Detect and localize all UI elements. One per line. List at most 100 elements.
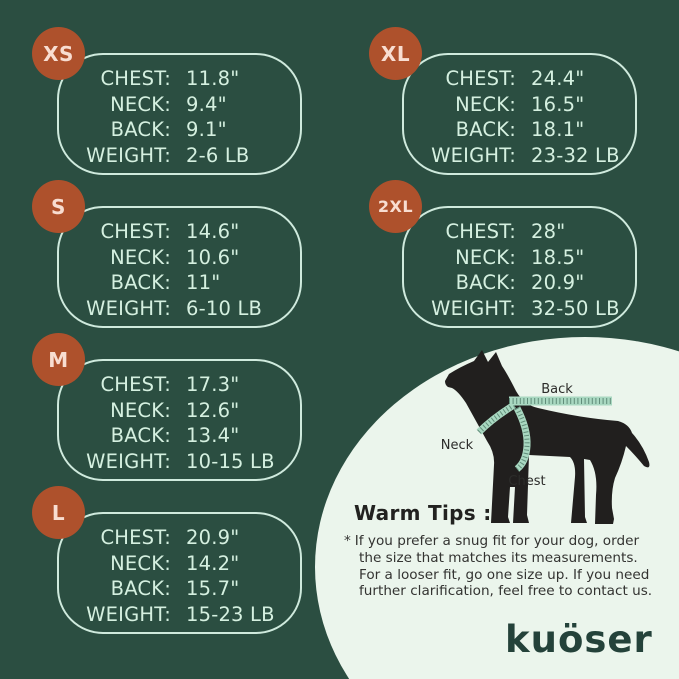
measure-row: WEIGHT: 15-23 LB	[59, 602, 300, 628]
measure-value-chest: 28"	[531, 220, 566, 244]
measure-label-weight: WEIGHT:	[86, 296, 171, 320]
measure-value-chest: 11.8"	[186, 67, 240, 91]
kuoser-brand-logo: kuöser	[505, 618, 653, 661]
measure-row: WEIGHT: 10-15 LB	[59, 449, 300, 475]
measure-label-chest: CHEST:	[445, 67, 516, 91]
measure-value-weight: 23-32 LB	[531, 143, 620, 167]
size-panel-2xl-box: CHEST: 28" NECK: 18.5" BACK: 20.9" WEIGHT: 3…	[402, 206, 637, 328]
tips-line: the size that matches its measurements.	[359, 549, 638, 566]
measure-row: NECK: 18.5"	[404, 245, 635, 271]
back-measure-label: Back	[541, 382, 573, 397]
measure-row: BACK: 11"	[59, 270, 300, 296]
size-panel-xl-box: CHEST: 24.4" NECK: 16.5" BACK: 18.1" WEIGHT…	[402, 53, 637, 175]
measure-value-back: 18.1"	[531, 118, 585, 142]
measure-label-back: BACK:	[455, 271, 516, 295]
measure-value-neck: 12.6"	[186, 398, 240, 422]
size-panel-xl: CHEST: 24.4" NECK: 16.5" BACK: 18.1" WEIGHT…	[369, 27, 637, 175]
measure-row: BACK: 13.4"	[59, 423, 300, 449]
measure-value-chest: 17.3"	[186, 373, 240, 397]
measure-label-back: BACK:	[110, 118, 171, 142]
asterisk: *	[344, 533, 351, 549]
measure-value-neck: 9.4"	[186, 92, 227, 116]
size-panel-m: CHEST: 17.3" NECK: 12.6" BACK: 13.4" WEIGHT…	[32, 333, 302, 481]
measure-row: BACK: 18.1"	[404, 117, 635, 143]
measure-row: CHEST: 17.3"	[59, 372, 300, 398]
warm-tips-body: * If you prefer a snug fit for your dog, …	[344, 533, 664, 600]
size-badge-xl: XL	[369, 27, 422, 80]
size-panel-s-box: CHEST: 14.6" NECK: 10.6" BACK: 11" WEIGHT: 6…	[57, 206, 302, 328]
size-badge-s: S	[32, 180, 85, 233]
measure-value-back: 15.7"	[186, 577, 240, 601]
size-panel-m-box: CHEST: 17.3" NECK: 12.6" BACK: 13.4" WEIGHT…	[57, 359, 302, 481]
size-panel-s: CHEST: 14.6" NECK: 10.6" BACK: 11" WEIGHT: 6…	[32, 180, 302, 328]
size-panel-l: CHEST: 20.9" NECK: 14.2" BACK: 15.7" WEIGHT…	[32, 486, 302, 634]
measure-value-neck: 18.5"	[531, 245, 585, 269]
measure-value-back: 9.1"	[186, 118, 227, 142]
tips-line: further clarification, feel free to cont…	[359, 583, 653, 600]
size-badge-m: M	[32, 333, 85, 386]
measure-value-weight: 2-6 LB	[186, 143, 250, 167]
measure-label-chest: CHEST:	[100, 373, 171, 397]
measure-value-weight: 6-10 LB	[186, 296, 263, 320]
measuring-tape-neck-ticks	[477, 402, 516, 434]
chest-measure-label: Chest	[508, 474, 545, 489]
measure-row: WEIGHT: 23-32 LB	[404, 143, 635, 169]
measure-value-weight: 15-23 LB	[186, 602, 275, 626]
measure-label-back: BACK:	[110, 424, 171, 448]
measure-row: CHEST: 24.4"	[404, 66, 635, 92]
dog-silhouette	[445, 350, 650, 524]
measure-value-neck: 14.2"	[186, 551, 240, 575]
measure-label-back: BACK:	[455, 118, 516, 142]
size-panel-xs: CHEST: 11.8" NECK: 9.4" BACK: 9.1" WEIGHT: 2…	[32, 27, 302, 175]
measure-row: BACK: 9.1"	[59, 117, 300, 143]
measure-row: NECK: 14.2"	[59, 551, 300, 577]
measure-value-chest: 14.6"	[186, 220, 240, 244]
neck-measure-label: Neck	[441, 438, 474, 453]
measure-label-neck: NECK:	[110, 551, 171, 575]
measure-row: NECK: 9.4"	[59, 92, 300, 118]
measure-label-back: BACK:	[110, 577, 171, 601]
measure-row: CHEST: 28"	[404, 219, 635, 245]
measure-row: WEIGHT: 2-6 LB	[59, 143, 300, 169]
tips-line: * If you prefer a snug fit for your dog, …	[344, 533, 664, 550]
measure-row: NECK: 16.5"	[404, 92, 635, 118]
measure-row: NECK: 12.6"	[59, 398, 300, 424]
measure-label-weight: WEIGHT:	[431, 296, 516, 320]
size-badge-2xl: 2XL	[369, 180, 422, 233]
measure-value-weight: 10-15 LB	[186, 449, 275, 473]
dog-measurement-diagram: Back Neck Chest	[441, 350, 650, 524]
warm-tips-heading: Warm Tips :	[354, 501, 492, 525]
measure-value-back: 13.4"	[186, 424, 240, 448]
measuring-tape-chest-ticks	[514, 406, 530, 471]
measure-value-neck: 10.6"	[186, 245, 240, 269]
measure-row: BACK: 20.9"	[404, 270, 635, 296]
measure-row: WEIGHT: 32-50 LB	[404, 296, 635, 322]
measure-label-weight: WEIGHT:	[431, 143, 516, 167]
tips-line: For a looser fit, go one size up. If you…	[359, 566, 650, 583]
measure-value-weight: 32-50 LB	[531, 296, 620, 320]
measure-label-neck: NECK:	[110, 92, 171, 116]
size-panel-l-box: CHEST: 20.9" NECK: 14.2" BACK: 15.7" WEIGHT…	[57, 512, 302, 634]
measure-label-weight: WEIGHT:	[86, 449, 171, 473]
measure-row: CHEST: 14.6"	[59, 219, 300, 245]
measure-value-neck: 16.5"	[531, 92, 585, 116]
size-badge-xs: XS	[32, 27, 85, 80]
measure-label-chest: CHEST:	[100, 67, 171, 91]
measure-label-neck: NECK:	[110, 245, 171, 269]
size-badge-l: L	[32, 486, 85, 539]
measure-label-chest: CHEST:	[100, 526, 171, 550]
measure-row: CHEST: 20.9"	[59, 525, 300, 551]
tips-text: If you prefer a snug fit for your dog, o…	[354, 533, 640, 549]
measure-label-neck: NECK:	[110, 398, 171, 422]
measure-label-chest: CHEST:	[100, 220, 171, 244]
measure-row: NECK: 10.6"	[59, 245, 300, 271]
size-panel-xs-box: CHEST: 11.8" NECK: 9.4" BACK: 9.1" WEIGHT: 2…	[57, 53, 302, 175]
measure-row: CHEST: 11.8"	[59, 66, 300, 92]
measure-value-back: 11"	[186, 271, 221, 295]
measure-value-chest: 24.4"	[531, 67, 585, 91]
measure-label-neck: NECK:	[455, 92, 516, 116]
measure-label-weight: WEIGHT:	[86, 602, 171, 626]
size-panel-2xl: CHEST: 28" NECK: 18.5" BACK: 20.9" WEIGHT: 3…	[369, 180, 637, 328]
measure-value-back: 20.9"	[531, 271, 585, 295]
